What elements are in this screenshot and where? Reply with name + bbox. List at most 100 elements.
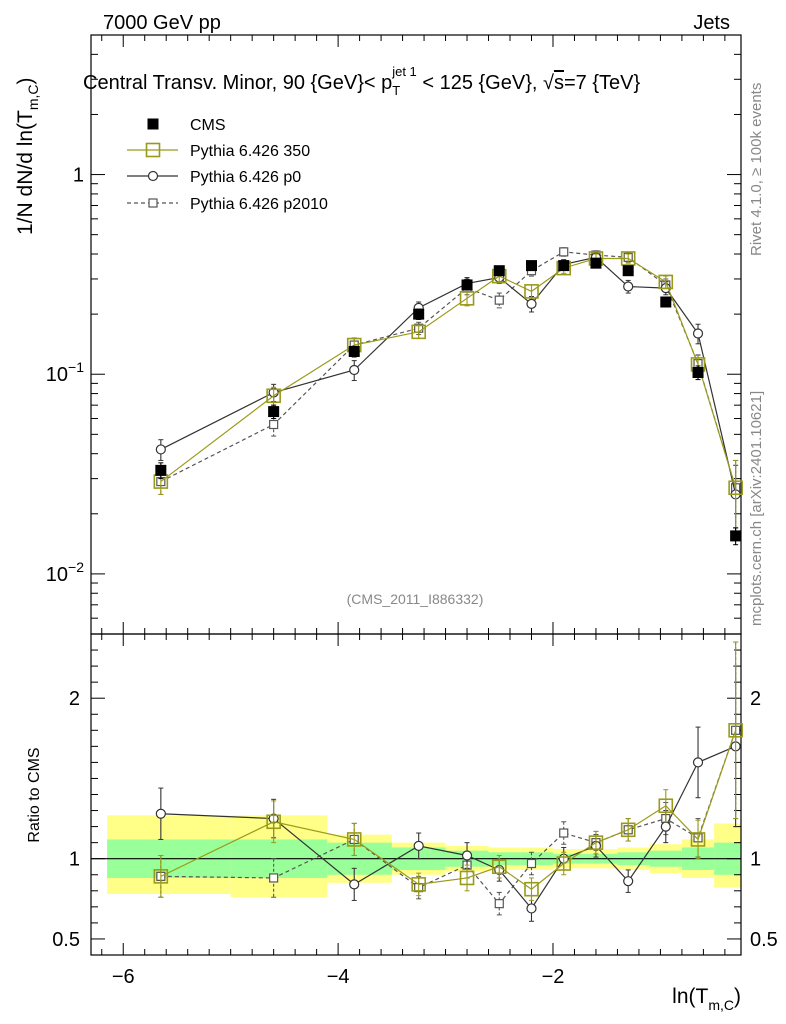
x-tick-label-2: −2 <box>542 966 565 988</box>
legend-label-pythia-6-426-p0: Pythia 6.426 p0 <box>190 169 301 186</box>
legend-marker-pythia-6-426-p2010 <box>148 198 158 208</box>
main-point-cms <box>558 260 570 272</box>
main-point-cms <box>493 265 505 277</box>
mcplots-label: mcplots.cern.ch [arXiv:2401.10621] <box>748 391 765 626</box>
main-ylabel-close: ) <box>14 77 37 84</box>
title-sup: jet 1 <box>391 64 417 79</box>
main-point-pythia-6-426-p0 <box>623 281 634 292</box>
title-c: =7 {TeV} <box>564 72 641 94</box>
ratio-point-pythia-6-426-350 <box>524 881 539 897</box>
main-frame <box>90 34 742 635</box>
legend-label-pythia-6-426-p2010: Pythia 6.426 p2010 <box>190 196 328 213</box>
ratio-point-pythia-6-426-350 <box>346 832 362 847</box>
main-point-pythia-6-426-p0 <box>349 364 360 376</box>
ratio-point-pythia-6-426-350 <box>491 859 507 875</box>
ratio-point-pythia-6-426-p2010 <box>269 873 279 883</box>
title-sqrt: √ <box>543 72 554 94</box>
y-tick-label-0: 1 <box>73 165 84 187</box>
ratio-point-pythia-6-426-p0 <box>526 903 537 914</box>
ratio-tick-label-left-0: 0.5 <box>52 929 80 951</box>
legend-marker-pythia-6-426-p0 <box>147 170 159 182</box>
legend-label-pythia-6-426-350: Pythia 6.426 350 <box>190 143 310 160</box>
main-point-pythia-6-426-350 <box>411 324 426 340</box>
ratio-tick-label-right-1: 1 <box>750 849 761 871</box>
main-point-cms <box>730 530 742 542</box>
ratio-point-pythia-6-426-350 <box>266 814 281 830</box>
x-axis-label: ln(Tm,C) <box>672 985 741 1013</box>
ratio-point-pythia-6-426-p0 <box>461 850 473 861</box>
legend-marker-pythia-6-426-350 <box>145 142 161 158</box>
header-left: 7000 GeV pp <box>103 12 221 34</box>
x-tick-label-0: −6 <box>112 966 135 988</box>
main-point-cms <box>413 308 425 320</box>
title-sub: T <box>392 83 400 98</box>
main-point-pythia-6-426-p0 <box>526 298 537 310</box>
main-ylabel-base: 1/N dN/d ln(T <box>14 110 37 235</box>
main-line-pythia-6-426-p0 <box>160 256 737 495</box>
main-point-pythia-6-426-350 <box>620 251 636 266</box>
main-point-pythia-6-426-p2010 <box>559 247 569 257</box>
rivet-label: Rivet 4.1.0, ≥ 100k events <box>748 83 765 256</box>
plot-layer: −6 −4 −2 1 10−1 10−2 0.5 0.5 1 1 2 2 CMS Pythia 6.426… <box>46 34 778 988</box>
main-point-pythia-6-426-350 <box>658 274 674 290</box>
x-label-close: ) <box>734 985 741 1008</box>
main-ylabel: 1/N dN/d ln(Tm,C) <box>14 77 41 235</box>
ratio-point-pythia-6-426-350 <box>728 722 743 738</box>
main-point-pythia-6-426-p0 <box>155 444 166 455</box>
main-point-cms <box>660 296 672 308</box>
header-right: Jets <box>693 12 730 34</box>
ratio-frame <box>90 633 742 956</box>
ratio-point-pythia-6-426-350 <box>690 832 706 847</box>
ratio-point-pythia-6-426-350 <box>588 835 604 850</box>
main-point-cms <box>525 260 537 272</box>
main-point-cms <box>461 279 473 291</box>
ratio-point-pythia-6-426-350 <box>620 822 636 838</box>
analysis-id: (CMS_2011_I886332) <box>347 591 484 607</box>
main-point-pythia-6-426-p0 <box>692 328 704 339</box>
ratio-point-pythia-6-426-350 <box>556 856 572 871</box>
title-b: < 125 {GeV}, <box>417 72 543 94</box>
ratio-point-pythia-6-426-p0 <box>349 879 360 890</box>
ratio-point-pythia-6-426-350 <box>153 869 169 884</box>
ratio-point-pythia-6-426-p0 <box>155 808 166 819</box>
title-s: s <box>554 72 564 94</box>
ratio-point-pythia-6-426-p2010 <box>559 828 569 838</box>
x-tick-label-1: −4 <box>327 966 350 988</box>
y-tick-label-2: 10−2 <box>46 559 84 586</box>
main-point-cms <box>155 464 167 476</box>
main-ylabel-sub: m,C <box>25 84 41 110</box>
ratio-point-pythia-6-426-p0 <box>660 821 671 832</box>
ratio-tick-label-right-0: 0.5 <box>750 929 778 951</box>
legend-label-cms: CMS <box>190 117 226 134</box>
main-point-cms <box>692 367 704 379</box>
ratio-point-pythia-6-426-p0 <box>413 840 424 851</box>
x-label-base: ln(T <box>672 985 708 1008</box>
chart-title: Central Transv. Minor, 90 {GeV}< pTjet 1… <box>83 64 640 98</box>
main-point-pythia-6-426-350 <box>728 480 743 496</box>
main-point-pythia-6-426-p2010 <box>269 419 279 430</box>
ratio-point-pythia-6-426-p2010 <box>494 899 504 909</box>
main-point-cms <box>622 265 634 277</box>
main-point-cms <box>348 345 360 357</box>
main-point-cms <box>590 257 602 269</box>
ratio-ylabel: Ratio to CMS <box>26 747 43 842</box>
main-point-pythia-6-426-350 <box>266 388 281 404</box>
ratio-point-pythia-6-426-350 <box>459 870 475 886</box>
ratio-point-pythia-6-426-350 <box>658 798 674 814</box>
x-label-sub: m,C <box>708 997 734 1013</box>
ratio-point-pythia-6-426-350 <box>411 877 426 892</box>
main-point-pythia-6-426-350 <box>524 284 539 299</box>
ratio-tick-label-left-2: 2 <box>69 688 80 710</box>
legend-marker-cms <box>147 118 159 130</box>
ratio-point-pythia-6-426-p0 <box>692 757 704 768</box>
ratio-point-pythia-6-426-p0 <box>623 876 634 887</box>
title-a: Central Transv. Minor, 90 {GeV}< p <box>83 72 392 94</box>
main-point-pythia-6-426-p2010 <box>494 295 504 305</box>
main-point-cms <box>268 406 280 418</box>
y-tick-label-1: 10−1 <box>46 359 84 386</box>
ratio-tick-label-right-2: 2 <box>750 688 761 710</box>
ratio-point-pythia-6-426-p2010 <box>526 858 537 869</box>
ratio-tick-label-left-1: 1 <box>69 849 80 871</box>
main-point-pythia-6-426-350 <box>459 291 475 306</box>
